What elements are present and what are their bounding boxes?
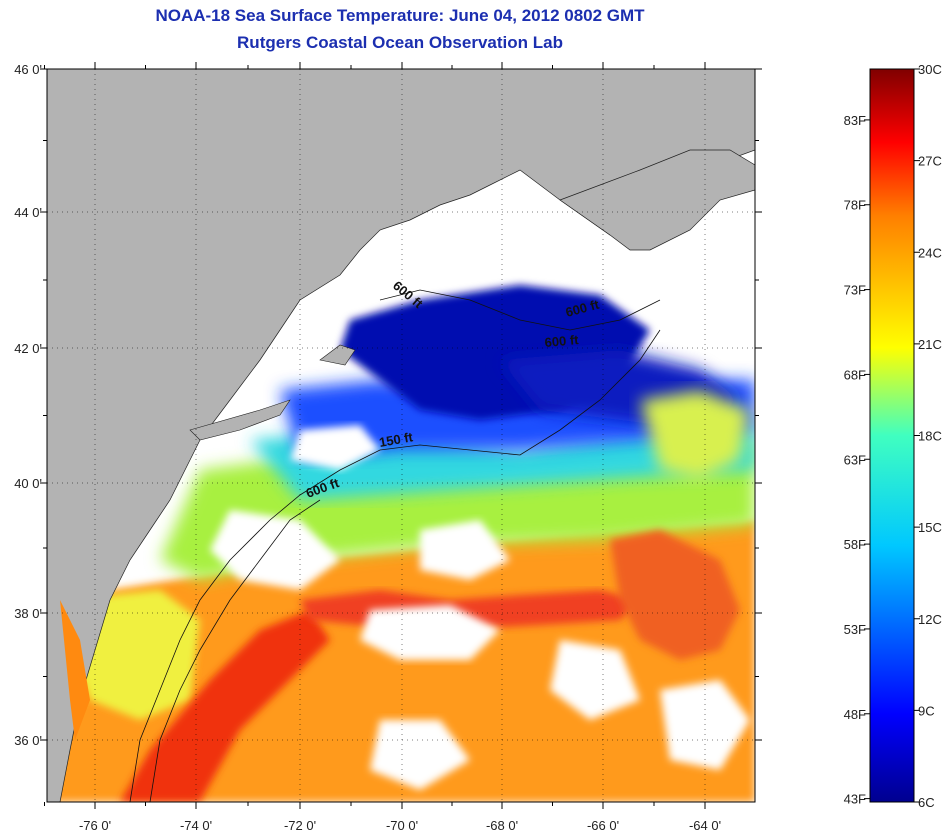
latitude-label: 46 0' <box>14 62 42 77</box>
contour-label: 150 ft <box>378 429 415 450</box>
longitude-label: -70 0' <box>386 818 418 833</box>
colorbar-fahrenheit-label: 78F <box>844 198 866 213</box>
longitude-label: -66 0' <box>587 818 619 833</box>
colorbar-fahrenheit-label: 83F <box>844 113 866 128</box>
colorbar-fahrenheit-label: 48F <box>844 707 866 722</box>
longitude-label: -74 0' <box>180 818 212 833</box>
colorbar-ticks <box>864 68 920 803</box>
colorbar-fahrenheit-label: 58F <box>844 537 866 552</box>
colorbar <box>869 68 915 803</box>
graticule <box>47 69 755 802</box>
colorbar-labels: 30C 27C 24C 21C 18C 15C 12C 9C 6C 83F 78F 73F 68F 63F… <box>844 62 942 810</box>
longitude-label: -68 0' <box>486 818 518 833</box>
longitude-label: -76 0' <box>79 818 111 833</box>
latitude-label: 40 0' <box>14 476 42 491</box>
map-title: NOAA-18 Sea Surface Temperature: June 04… <box>155 6 645 25</box>
nova-scotia <box>559 149 755 251</box>
colorbar-celsius-label: 24C <box>918 245 942 260</box>
tick-marks <box>40 62 762 809</box>
longitude-label: -64 0' <box>689 818 721 833</box>
colorbar-celsius-label: 21C <box>918 337 942 352</box>
sst-field <box>47 285 755 802</box>
map-subtitle: Rutgers Coastal Ocean Observation Lab <box>237 33 563 52</box>
bathymetry-contours <box>129 289 661 802</box>
latitude-labels: 46 0' 44 0' 42 0' 40 0' 38 0' 36 0' <box>14 62 42 748</box>
colorbar-celsius-label: 6C <box>918 795 935 810</box>
longitude-label: -72 0' <box>284 818 316 833</box>
colorbar-fahrenheit-label: 73F <box>844 283 866 298</box>
latitude-label: 36 0' <box>14 733 42 748</box>
colorbar-celsius-label: 12C <box>918 612 942 627</box>
contour-label: 600 ft <box>544 332 580 350</box>
latitude-label: 42 0' <box>14 341 42 356</box>
colorbar-celsius-label: 27C <box>918 154 942 169</box>
colorbar-fahrenheit-label: 63F <box>844 452 866 467</box>
colorbar-fahrenheit-label: 68F <box>844 367 866 382</box>
map-frame <box>46 68 756 803</box>
map-area <box>47 69 755 802</box>
colorbar-fahrenheit-label: 43F <box>844 792 866 807</box>
longitude-labels: -76 0' -74 0' -72 0' -70 0' -68 0' -66 0' -64 … <box>79 818 721 833</box>
colorbar-celsius-label: 30C <box>918 62 942 77</box>
latitude-label: 38 0' <box>14 606 42 621</box>
latitude-label: 44 0' <box>14 205 42 220</box>
colorbar-celsius-label: 18C <box>918 429 942 444</box>
colorbar-celsius-label: 15C <box>918 520 942 535</box>
colorbar-fahrenheit-label: 53F <box>844 622 866 637</box>
colorbar-celsius-label: 9C <box>918 703 935 718</box>
